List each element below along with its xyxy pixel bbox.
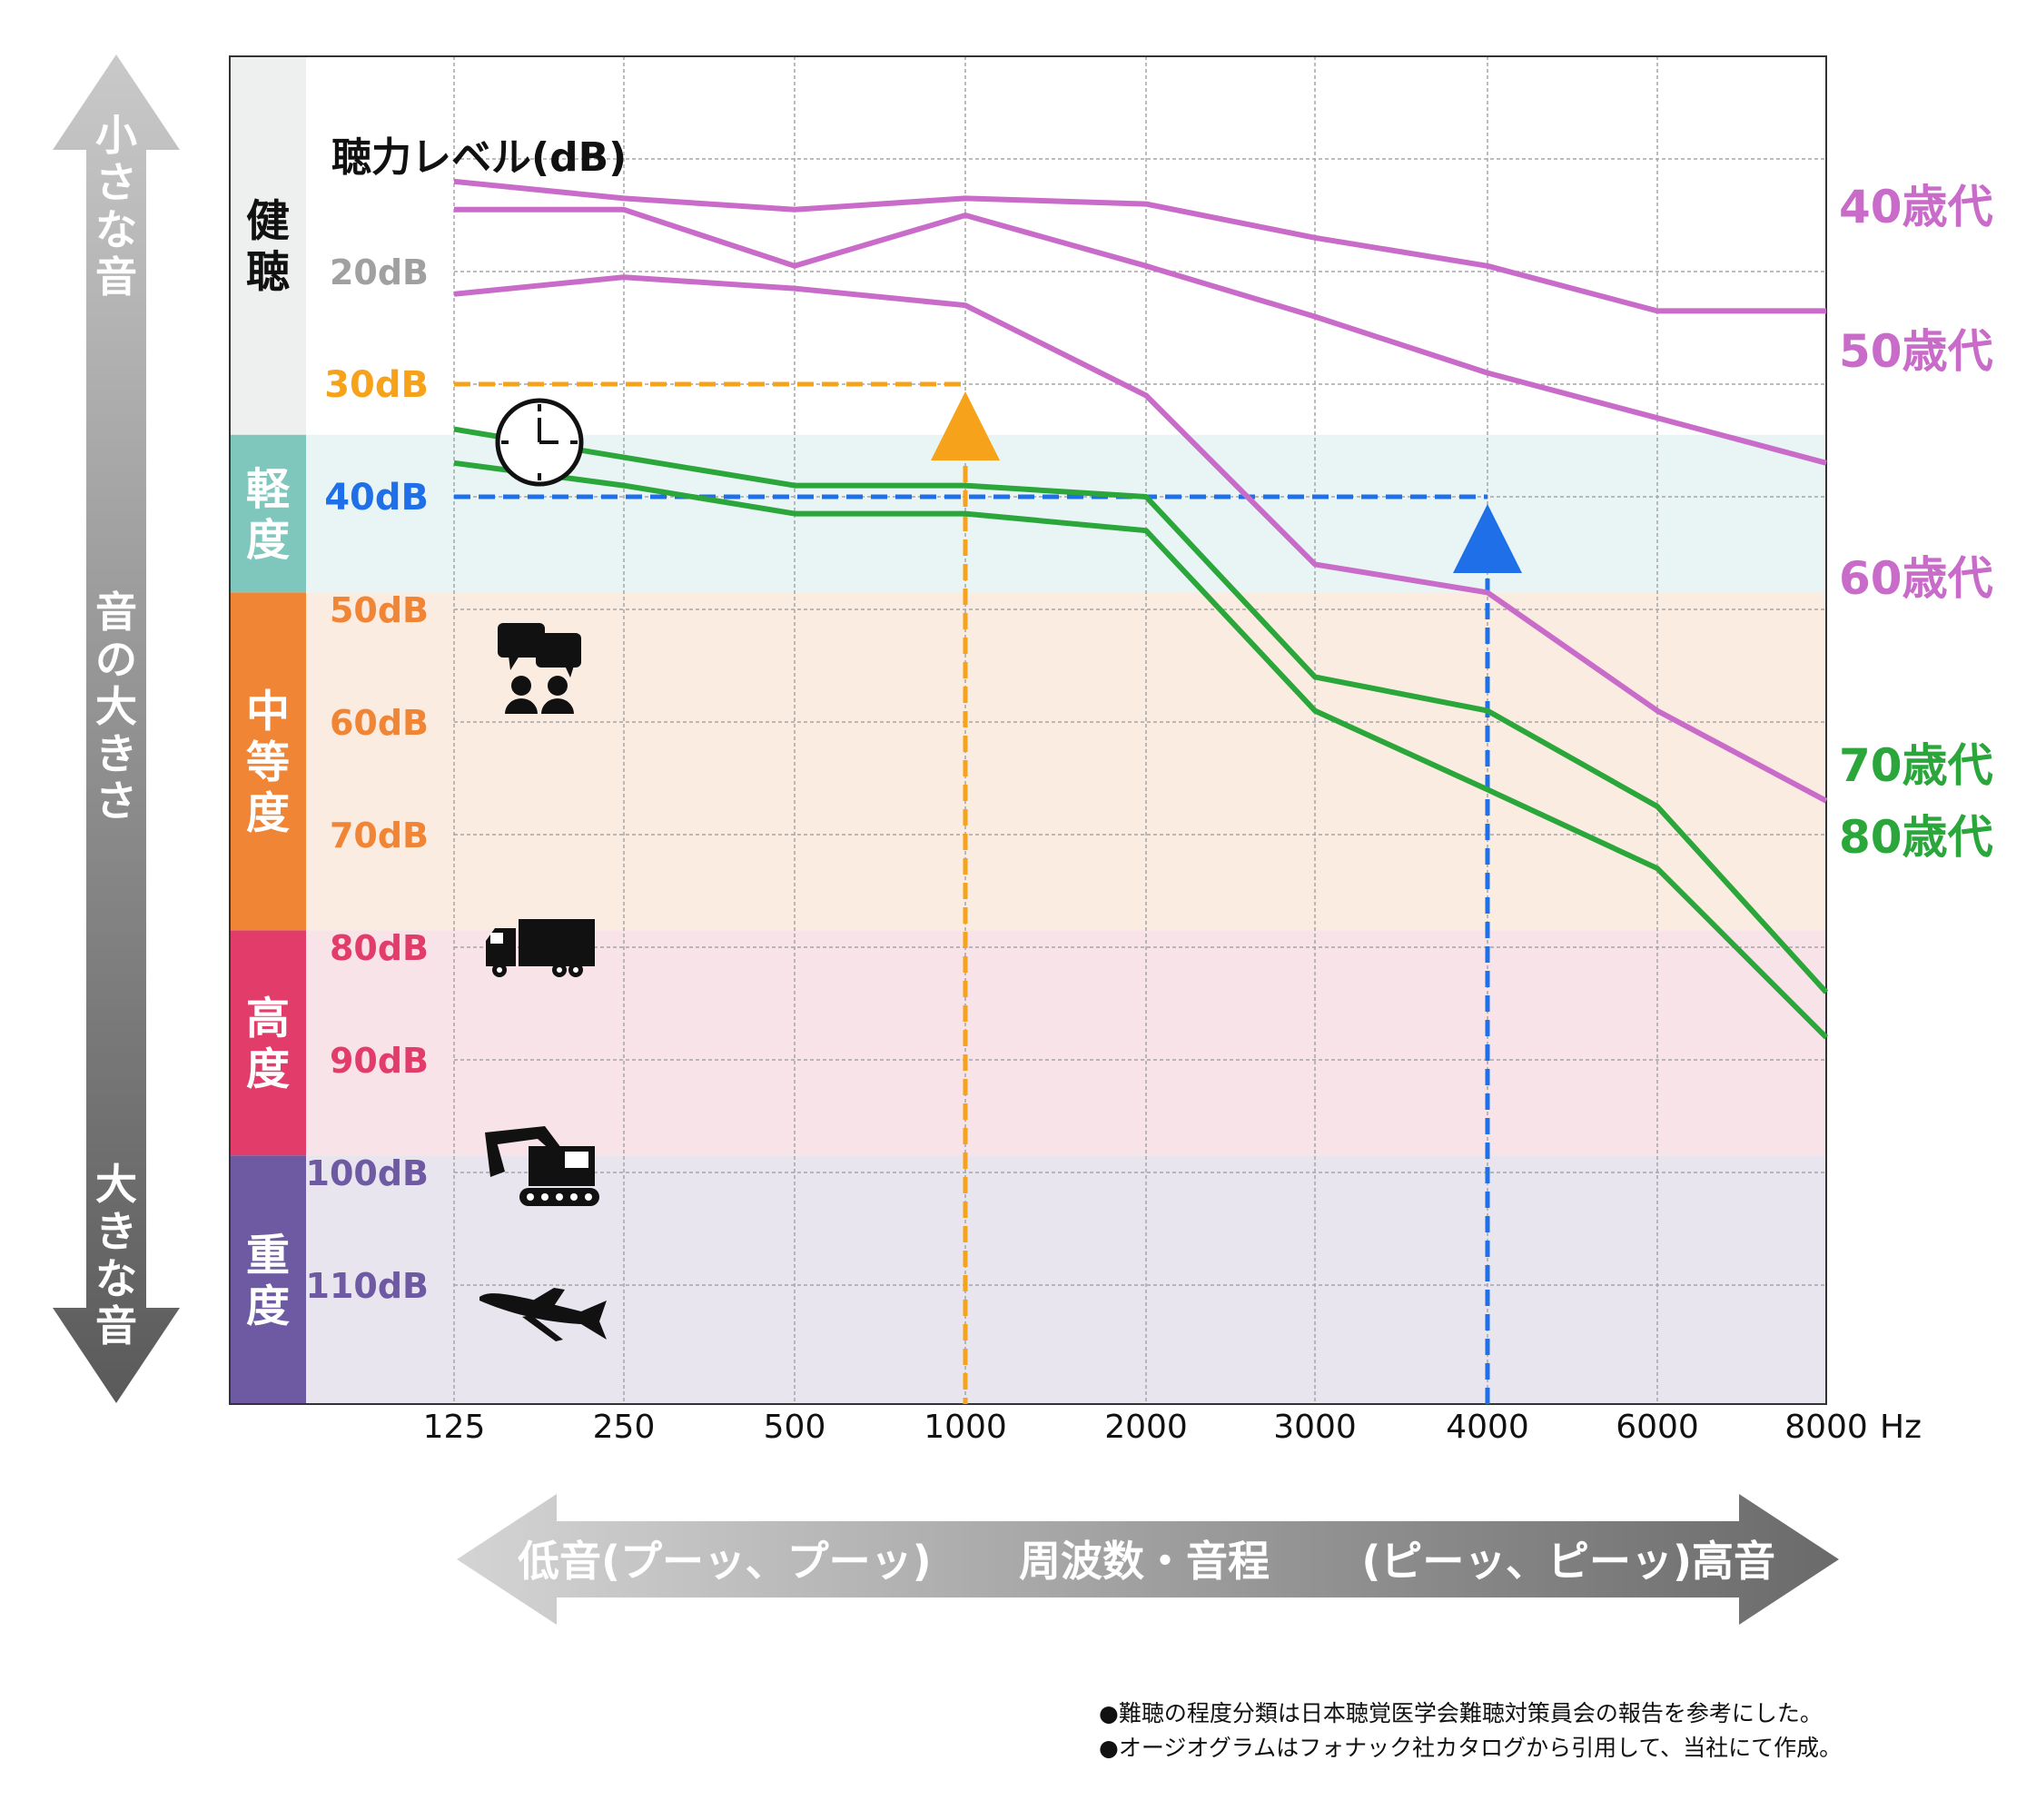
x-tick-label: 250 [593,1409,656,1446]
arrow-text-char: 音 [95,1301,137,1350]
band-label: 等 [246,737,290,788]
band-3 [230,930,1826,1156]
series-label: 60歳代 [1839,552,1993,605]
y-tick-label: 110dB [306,1266,430,1306]
series-line [453,274,1828,804]
arrow-high-text: (ピーッ、ピーッ)高音 [1361,1537,1775,1586]
arrow-middle-label: 周波数・音程 [1019,1537,1270,1586]
y-tick-label: 30dB [324,364,429,406]
clock-icon [495,398,584,487]
conversation-icon [498,623,581,714]
band-label: 軽 [246,464,291,515]
band-label: 聴 [246,247,290,298]
arrow-text-char: な [95,1254,137,1303]
footnotes: ●難聴の程度分類は日本聴覚医学会難聴対策員会の報告を参考にした。 ●オージオグラ… [1099,1696,1842,1766]
frequency-arrow: 低音(プーッ、プーッ) 周波数・音程 (ピーッ、ピーッ)高音 [457,1494,1839,1625]
arrow-text-char: 小 [95,111,137,160]
series-label: 70歳代 [1839,739,1993,792]
band-label: 度 [246,1044,290,1095]
arrow-text-char: の [95,635,137,684]
airplane-icon [479,1288,607,1341]
series-line [453,426,1829,994]
band-tab-4 [230,1155,306,1404]
footnote-1: ●難聴の程度分類は日本聴覚医学会難聴対策員会の報告を参考にした。 [1099,1700,1823,1726]
band-label: 度 [246,788,290,839]
plot-frame [229,55,1827,1405]
arrow-text-char: き [95,1207,137,1256]
arrow-text-char: 音 [95,588,137,637]
y-axis-labels: 20dB 30dB 40dB 50dB 60dB 70dB 80dB 90dB 100dB 110… [306,252,430,1306]
x-axis-labels: 125 250 500 1000 2000 3000 4000 6000 8000 Hz [423,1409,1922,1446]
arrow-text-char: 大 [95,682,137,731]
x-tick-label: 3000 [1273,1409,1357,1446]
y-tick-label: 20dB [330,252,429,292]
band-tab-0 [230,56,306,435]
arrow-text-char: さ [95,776,137,826]
band-label: 中 [246,687,290,737]
band-1 [230,434,1826,593]
arrow-text-char: な [95,205,137,254]
x-tick-label: 8000 [1784,1409,1868,1446]
band-tab-3 [230,930,306,1156]
band-label: 度 [246,1281,290,1331]
x-tick-label: 2000 [1104,1409,1188,1446]
reference-lines [454,381,1522,1404]
band-label: 健 [246,196,290,247]
arrow-text-char: き [95,729,137,778]
x-tick-label: 4000 [1446,1409,1529,1446]
x-tick-label: 125 [423,1409,486,1446]
x-tick-label: 500 [764,1409,826,1446]
band-0 [230,56,1826,435]
chart-title: 聴力レベル(dB) [331,134,627,181]
band-tab-2 [230,592,306,931]
y-tick-label: 90dB [330,1041,429,1081]
reference-arrowhead [1453,504,1522,573]
x-tick-label: 6000 [1616,1409,1699,1446]
x-unit-label: Hz [1880,1409,1922,1446]
band-4 [230,1155,1826,1404]
y-tick-label: 60dB [330,703,429,743]
arrow-low-text: 低音(プーッ、プーッ) [518,1537,932,1586]
series-label: 50歳代 [1839,325,1993,378]
reference-arrowhead [931,391,1000,460]
series-label: 40歳代 [1839,181,1993,233]
y-tick-label: 80dB [330,928,429,968]
band-label: 重 [246,1230,290,1281]
arrow-text-char: さ [95,158,137,207]
footnote-2: ●オージオグラムはフォナック社カタログから引用して、当社にて作成。 [1099,1735,1843,1761]
truck-icon [486,919,595,977]
band-label: 高 [246,994,290,1044]
band-label: 度 [246,515,290,566]
series-line [453,460,1829,1040]
y-tick-label: 40dB [324,477,429,519]
series-label: 80歳代 [1839,811,1993,864]
series-labels: 40歳代 50歳代 60歳代 70歳代 80歳代 [1839,181,1993,864]
excavator-icon [485,1126,599,1206]
arrow-text-char: 大 [95,1160,137,1209]
arrow-text-char: 音 [95,252,137,302]
x-tick-label: 1000 [924,1409,1007,1446]
y-tick-label: 100dB [306,1153,430,1193]
y-tick-label: 50dB [330,590,429,630]
band-tab-1 [230,434,306,593]
series-lines [453,178,1829,1040]
y-tick-label: 70dB [330,816,429,856]
series-line [453,178,1826,314]
band-2 [230,592,1826,931]
series-line [454,206,1827,466]
